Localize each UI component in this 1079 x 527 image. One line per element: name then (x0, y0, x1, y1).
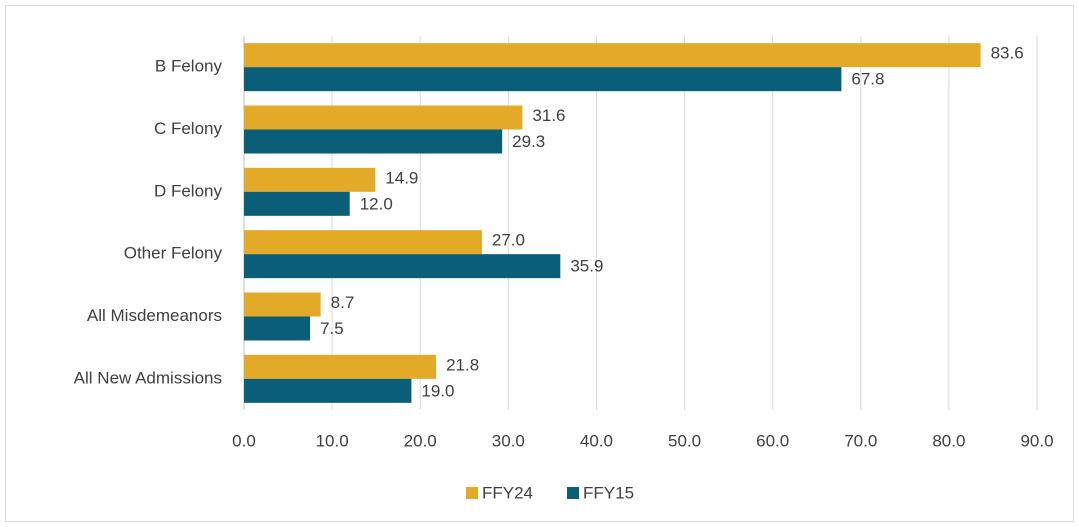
bar (244, 191, 350, 216)
x-tick-label: 60.0 (756, 431, 789, 450)
data-label: 67.8 (851, 70, 884, 89)
y-tick-label: All New Admissions (74, 368, 222, 387)
legend-swatch (466, 487, 478, 499)
x-tick-label: 80.0 (932, 431, 965, 450)
data-label: 29.3 (512, 132, 545, 151)
x-tick-label: 70.0 (844, 431, 877, 450)
legend-swatch (567, 487, 580, 499)
data-label: 7.5 (320, 319, 344, 338)
bar (244, 129, 503, 154)
x-tick-label: 20.0 (404, 431, 437, 450)
data-label: 35.9 (570, 257, 603, 276)
legend-label: FFY24 (482, 483, 533, 502)
x-tick-label: 90.0 (1020, 431, 1053, 450)
data-label: 27.0 (492, 231, 525, 250)
y-tick-label: Other Felony (124, 244, 223, 263)
bar (244, 354, 437, 379)
bar (244, 378, 412, 403)
y-tick-label: D Felony (154, 181, 223, 200)
data-label: 31.6 (532, 106, 565, 125)
x-tick-label: 0.0 (232, 431, 256, 450)
data-label: 83.6 (991, 44, 1024, 63)
y-tick-label: All Misdemeanors (87, 306, 222, 325)
bar (244, 316, 311, 341)
y-tick-label: B Felony (155, 57, 223, 76)
data-label: 19.0 (421, 381, 454, 400)
x-tick-label: 10.0 (316, 431, 349, 450)
data-label: 14.9 (385, 168, 418, 187)
data-label: 8.7 (331, 293, 355, 312)
data-label: 21.8 (446, 355, 479, 374)
bar (244, 292, 321, 317)
bar (244, 254, 561, 279)
legend-label: FFY15 (583, 483, 634, 502)
x-tick-label: 30.0 (492, 431, 525, 450)
x-tick-label: 40.0 (580, 431, 613, 450)
x-tick-label: 50.0 (668, 431, 701, 450)
bar (244, 105, 523, 130)
bar (244, 167, 376, 192)
bar (244, 43, 981, 68)
data-label: 12.0 (360, 194, 393, 213)
bar (244, 230, 482, 255)
y-tick-label: C Felony (154, 119, 223, 138)
bar (244, 67, 842, 92)
